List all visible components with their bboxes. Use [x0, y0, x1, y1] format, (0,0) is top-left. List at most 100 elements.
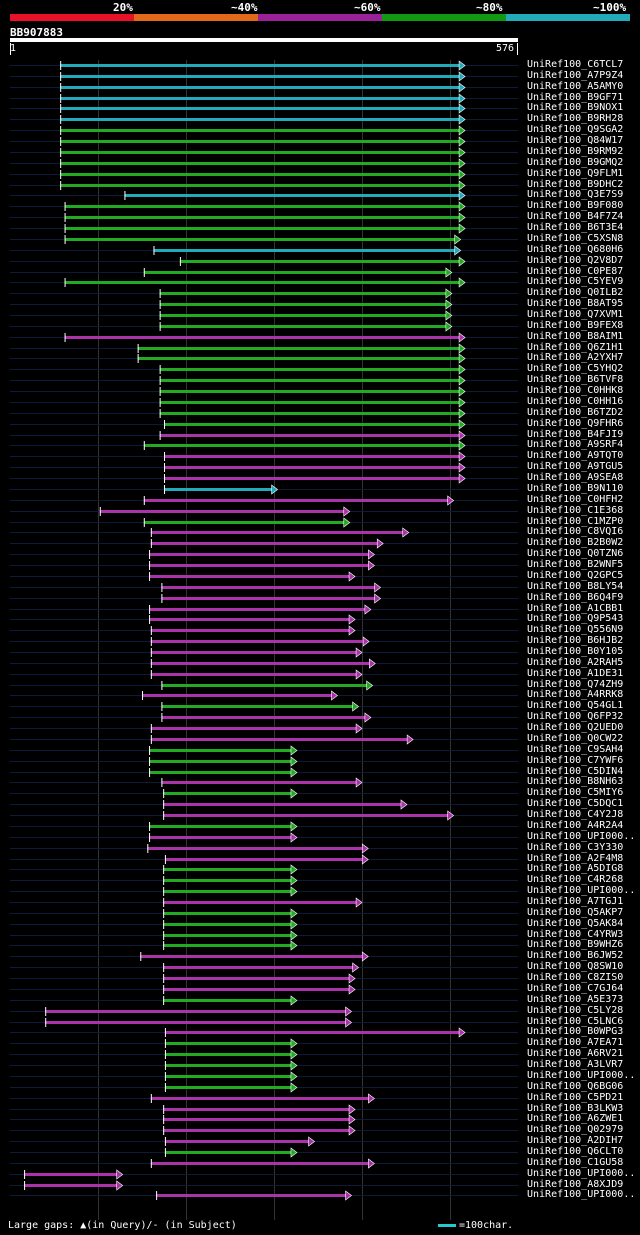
alignment-bar[interactable] [0, 147, 524, 158]
hit-label[interactable]: UniRef100_Q0TZN6 [527, 548, 624, 560]
hit-label[interactable]: UniRef100_Q9P543 [527, 613, 624, 625]
alignment-bar[interactable] [0, 1190, 524, 1202]
alignment-bar[interactable] [0, 690, 524, 702]
hit-label[interactable]: UniRef100_C7GJ64 [527, 982, 624, 994]
hit-label[interactable]: UniRef100_Q9FLM1 [527, 167, 624, 179]
hit-label[interactable]: UniRef100_Q2GPC5 [527, 569, 624, 581]
hit-label[interactable]: UniRef100_B8AIM1 [527, 330, 624, 342]
alignment-bar[interactable] [0, 549, 524, 560]
alignment-bar[interactable] [0, 864, 524, 875]
hit-label[interactable]: UniRef100_C9SAH4 [527, 743, 624, 755]
alignment-bar[interactable] [0, 93, 524, 104]
hit-label[interactable]: UniRef100_Q02979 [527, 1124, 624, 1136]
alignment-bar[interactable] [0, 136, 524, 147]
alignment-bar[interactable] [0, 82, 524, 93]
alignment-bar[interactable] [0, 451, 524, 462]
hit-label[interactable]: UniRef100_UPI000.. [527, 885, 636, 897]
alignment-bar[interactable] [0, 1158, 524, 1169]
hit-label[interactable]: UniRef100_UPI000.. [527, 1189, 636, 1201]
alignment-bar[interactable] [0, 223, 524, 234]
hit-label[interactable]: UniRef100_A9TGU5 [527, 461, 624, 473]
hit-label[interactable]: UniRef100_B6Q4F9 [527, 591, 624, 603]
hit-label[interactable]: UniRef100_B9F080 [527, 200, 624, 212]
hit-label[interactable]: UniRef100_B8LY54 [527, 580, 624, 592]
hit-label[interactable]: UniRef100_C5DIN4 [527, 765, 624, 777]
alignment-bar[interactable] [0, 1060, 524, 1071]
hit-label[interactable]: UniRef100_A2YXH7 [527, 352, 624, 364]
hit-label[interactable]: UniRef100_Q0ILB2 [527, 287, 624, 299]
alignment-bar[interactable] [0, 1114, 524, 1125]
alignment-bar[interactable] [0, 408, 524, 419]
hit-label[interactable]: UniRef100_C5YEV9 [527, 276, 624, 288]
hit-label[interactable]: UniRef100_B6TVF8 [527, 374, 624, 386]
hit-label[interactable]: UniRef100_A8XJD9 [527, 1178, 624, 1190]
alignment-bar[interactable] [0, 506, 524, 517]
hit-label[interactable]: UniRef100_Q2UED0 [527, 722, 624, 734]
hit-label[interactable]: UniRef100_B6TZD2 [527, 406, 624, 418]
alignment-bar[interactable] [0, 875, 524, 886]
hit-label[interactable]: UniRef100_A7EA71 [527, 1037, 624, 1049]
alignment-bar[interactable] [0, 984, 524, 995]
hit-label[interactable]: UniRef100_A4R2A4 [527, 819, 624, 831]
hit-label[interactable]: UniRef100_B9WHZ6 [527, 939, 624, 951]
alignment-bar[interactable] [0, 419, 524, 430]
hit-label[interactable]: UniRef100_C5PD21 [527, 1091, 624, 1103]
alignment-bar[interactable] [0, 962, 524, 973]
hit-label[interactable]: UniRef100_A2DIH7 [527, 1135, 624, 1147]
hit-label[interactable]: UniRef100_A1CBB1 [527, 602, 624, 614]
hit-label[interactable]: UniRef100_Q3E7S9 [527, 189, 624, 201]
alignment-bar[interactable] [0, 1027, 524, 1039]
alignment-bar[interactable] [0, 832, 524, 843]
hit-label[interactable]: UniRef100_UPI000.. [527, 830, 636, 842]
hit-label[interactable]: UniRef100_C6TCL7 [527, 59, 624, 70]
alignment-bar[interactable] [0, 973, 524, 984]
alignment-bar[interactable] [0, 625, 524, 636]
hit-label[interactable]: UniRef100_C0PE87 [527, 265, 624, 277]
hit-label[interactable]: UniRef100_C8VQI6 [527, 526, 624, 538]
alignment-bar[interactable] [0, 375, 524, 386]
alignment-bar[interactable] [0, 288, 524, 299]
alignment-bar[interactable] [0, 1136, 524, 1147]
alignment-bar[interactable] [0, 462, 524, 473]
hit-label[interactable]: UniRef100_B9FEX8 [527, 319, 624, 331]
hit-label[interactable]: UniRef100_B9GF71 [527, 91, 624, 103]
hit-label[interactable]: UniRef100_B9NOX1 [527, 102, 624, 114]
alignment-bar[interactable] [0, 723, 524, 734]
hit-label[interactable]: UniRef100_C5YHQ2 [527, 363, 624, 375]
alignment-bar[interactable] [0, 71, 524, 82]
alignment-bar[interactable] [0, 853, 524, 865]
alignment-bar[interactable] [0, 234, 524, 245]
alignment-bar[interactable] [0, 353, 524, 365]
alignment-bar[interactable] [0, 636, 524, 647]
alignment-bar[interactable] [0, 669, 524, 680]
hit-label[interactable]: UniRef100_Q9FHR6 [527, 417, 624, 429]
hit-label[interactable]: UniRef100_Q0CW22 [527, 732, 624, 744]
alignment-bar[interactable] [0, 343, 524, 354]
hit-label[interactable]: UniRef100_Q6FP32 [527, 711, 624, 723]
alignment-bar[interactable] [0, 919, 524, 930]
alignment-bar[interactable] [0, 114, 524, 125]
hit-label[interactable]: UniRef100_C5MIY6 [527, 787, 624, 799]
hit-label[interactable]: UniRef100_A9TQT0 [527, 450, 624, 462]
alignment-bar[interactable] [0, 245, 524, 256]
alignment-bar[interactable] [0, 1180, 524, 1191]
hit-label[interactable]: UniRef100_C5XSN8 [527, 232, 624, 244]
hit-label[interactable]: UniRef100_Q6CLT0 [527, 1146, 624, 1157]
alignment-bar[interactable] [0, 929, 524, 941]
hit-label[interactable]: UniRef100_A6RV21 [527, 1048, 624, 1060]
hit-label[interactable]: UniRef100_B9N110 [527, 482, 624, 494]
hit-label[interactable]: UniRef100_Q7XVM1 [527, 309, 624, 320]
hit-label[interactable]: UniRef100_B0WPG3 [527, 1026, 624, 1038]
hit-label[interactable]: UniRef100_A9SRF4 [527, 439, 624, 451]
alignment-bar[interactable] [0, 364, 524, 375]
hit-label[interactable]: UniRef100_A2RAH5 [527, 656, 624, 668]
alignment-bar[interactable] [0, 1049, 524, 1060]
hit-label[interactable]: UniRef100_C5LY28 [527, 1004, 624, 1016]
hit-label[interactable]: UniRef100_C4YRW3 [527, 928, 624, 940]
hit-label[interactable]: UniRef100_A1DE31 [527, 667, 624, 679]
hit-label[interactable]: UniRef100_B4FJI9 [527, 428, 624, 440]
alignment-bar[interactable] [0, 745, 524, 756]
alignment-bar[interactable] [0, 603, 524, 615]
alignment-bar[interactable] [0, 60, 524, 71]
alignment-bar[interactable] [0, 495, 524, 506]
